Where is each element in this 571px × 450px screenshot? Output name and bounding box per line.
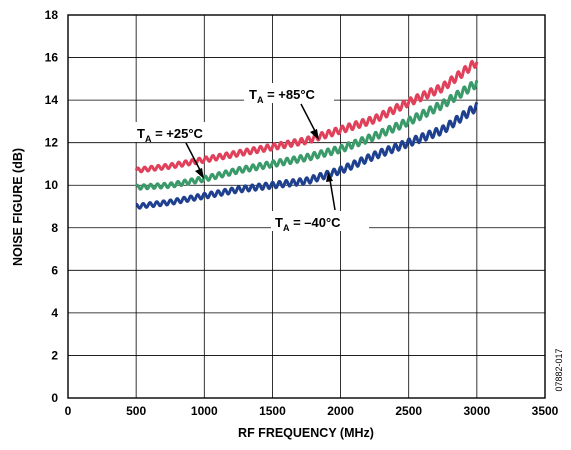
y-tick-label: 6	[51, 263, 58, 277]
series-line-0	[134, 59, 479, 174]
figure-id: 07882-017	[554, 348, 564, 391]
x-tick-label: 3000	[464, 404, 491, 418]
annotation-25-label: TA = +25°C	[137, 126, 204, 144]
annotation-m40-arrowhead	[326, 172, 333, 182]
y-tick-label: 12	[45, 136, 59, 150]
annotation-m40-bg	[271, 211, 369, 231]
y-tick-label: 18	[45, 8, 59, 22]
annotations: TA = +85°C TA = +25°C TA = –40°C	[133, 83, 369, 233]
y-tick-labels: 0 2 4 6 8 10 12 14 16 18	[45, 8, 59, 405]
y-tick-label: 14	[45, 93, 59, 107]
y-tick-label: 2	[51, 348, 58, 362]
y-tick-label: 16	[45, 51, 59, 65]
annotation-25-bg	[133, 122, 225, 142]
series-line-1	[135, 80, 479, 191]
x-tick-labels: 0 500 1000 1500 2000 2500 3000 3500	[65, 404, 559, 418]
x-tick-label: 1500	[259, 404, 286, 418]
y-tick-label: 0	[51, 391, 58, 405]
series-group	[134, 59, 479, 210]
annotation-m40-arrow	[329, 179, 336, 211]
x-tick-label: 2000	[327, 404, 354, 418]
annotation-85-arrow	[300, 103, 317, 134]
annotation-25-arrowhead	[195, 168, 204, 179]
annotation-25-arrow	[185, 142, 202, 173]
annotation-m40-label: TA = –40°C	[275, 215, 341, 233]
x-tick-label: 0	[65, 404, 72, 418]
x-axis-label: RF FREQUENCY (MHz)	[238, 426, 374, 440]
y-tick-label: 8	[51, 221, 58, 235]
plot-frame	[67, 14, 546, 399]
y-tick-label: 4	[51, 306, 58, 320]
x-tick-label: 3500	[532, 404, 559, 418]
x-tick-label: 2500	[395, 404, 422, 418]
annotation-85-bg	[244, 83, 334, 103]
x-tick-label: 1000	[191, 404, 218, 418]
series-line-2	[135, 101, 479, 210]
annotation-85-label: TA = +85°C	[249, 87, 316, 105]
annotation-85-arrowhead	[310, 129, 319, 140]
y-axis-label: NOISE FIGURE (dB)	[11, 148, 25, 266]
y-tick-label: 10	[45, 178, 59, 192]
x-tick-label: 500	[126, 404, 146, 418]
